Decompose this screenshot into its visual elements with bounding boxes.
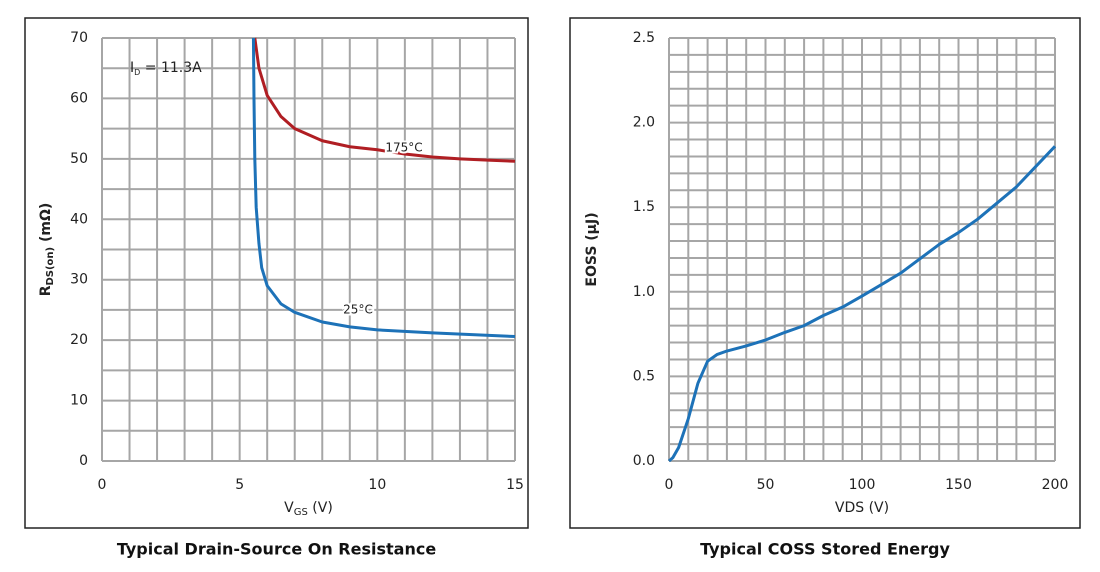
curve-label: 175°C (385, 141, 422, 155)
curve-label: 25°C (343, 303, 373, 317)
chart-title: Typical Drain-Source On Resistance (117, 540, 436, 559)
x-tick-label: 0 (665, 477, 674, 493)
x-tick-label: 50 (757, 477, 775, 493)
data-line (253, 37, 516, 163)
data-line (668, 145, 1057, 463)
x-axis-label-sub: GS (294, 507, 308, 518)
y-tick-label: 0.5 (633, 368, 655, 384)
y-tick-label: 30 (70, 272, 88, 288)
x-axis-label: VGS (V) (284, 500, 333, 518)
y-tick-label: 50 (70, 151, 88, 167)
y-tick-label: 2.0 (633, 115, 655, 131)
panel-frame (569, 17, 1081, 529)
x-tick-label: 10 (368, 477, 386, 493)
data-line (251, 37, 516, 339)
y-tick-label: 0.0 (633, 453, 655, 469)
y-tick-label: 70 (70, 30, 88, 46)
y-tick-label: 1.0 (633, 284, 655, 300)
x-tick-label: 150 (945, 477, 972, 493)
x-axis-label: VDS (V) (835, 500, 889, 516)
y-axis-label-sub: DS(on) (45, 247, 56, 286)
x-tick-label: 200 (1042, 477, 1069, 493)
x-axis-label-main: VDS (V) (835, 500, 889, 516)
y-tick-label: 2.5 (633, 30, 655, 46)
y-tick-label: 40 (70, 211, 88, 227)
annotation: ID = 11.3A (130, 60, 202, 77)
annotation-main: I (130, 60, 134, 76)
y-tick-label: 1.5 (633, 199, 655, 215)
x-axis-label-main: V (284, 500, 294, 516)
x-tick-label: 100 (849, 477, 876, 493)
x-tick-label: 15 (506, 477, 524, 493)
x-tick-label: 0 (98, 477, 107, 493)
y-tick-label: 10 (70, 393, 88, 409)
x-axis-label-rest: (V) (308, 500, 333, 516)
y-axis-label-main: EOSS (µJ) (584, 212, 600, 286)
y-tick-label: 0 (79, 453, 88, 469)
y-tick-label: 60 (70, 90, 88, 106)
annotation-sub: D (134, 68, 140, 77)
y-axis-label: EOSS (µJ) (584, 212, 600, 286)
y-axis-label-main: R (38, 285, 54, 296)
chart-title: Typical COSS Stored Energy (700, 540, 950, 559)
panel-frame (24, 17, 529, 529)
y-axis-label-rest: (mΩ) (38, 203, 54, 247)
annotation-rest: = 11.3A (140, 60, 202, 76)
x-tick-label: 5 (235, 477, 244, 493)
y-tick-label: 20 (70, 332, 88, 348)
y-axis-label: RDS(on) (mΩ) (38, 203, 56, 297)
